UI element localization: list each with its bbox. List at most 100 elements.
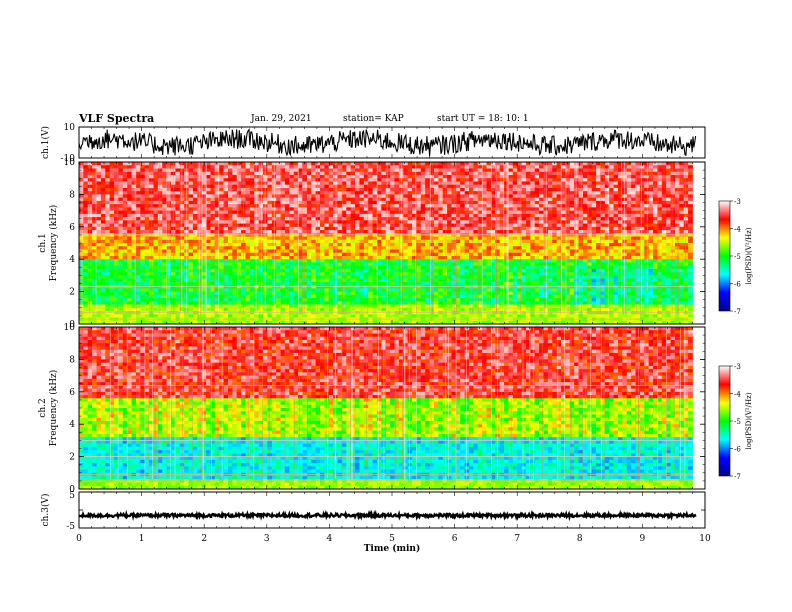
spectrogram-cell [473,191,479,195]
spectrogram-cell [87,281,93,286]
spectrogram-cell [495,281,501,286]
spectrogram-cell [263,171,268,176]
spectrogram-cell [346,307,352,312]
spectrogram-cell [276,288,281,292]
spectrogram-cell [341,301,347,305]
spectrogram-cell [376,272,382,276]
spectrogram-cell [442,213,448,218]
spectrogram-cell [188,184,194,189]
spectrogram-cell [245,314,251,318]
spectrogram-cell [333,165,338,169]
spectrogram-cell [109,262,115,267]
spectrogram-cell [390,213,395,218]
spectrogram-cell [460,320,466,325]
spectrogram-cell [495,288,501,292]
spectrogram-cell [473,314,479,318]
spectrogram-cell [140,184,146,189]
spectrogram-cell [315,265,321,270]
spectrogram-cell [79,213,84,218]
spectrogram-cell [109,162,115,166]
spectrogram-cell [469,288,474,292]
spectrogram-cell [135,236,141,241]
spectrogram-cell [407,301,413,305]
spectrogram-cell [355,278,360,283]
spectrogram-cell [302,191,308,195]
spectrogram-cell [109,191,115,195]
spectrogram-cell [499,162,505,166]
spectrogram-cell [328,204,334,208]
spectrogram-cell [433,181,439,186]
spectrogram-cell [263,320,268,325]
spectrogram-cell [192,291,198,296]
spectrogram-cell [122,178,128,182]
spectrogram-cell [293,246,299,250]
spectrogram-cell [390,210,395,215]
date-label: Jan. 29, 2021 [251,114,312,124]
spectrogram-cell [433,259,439,263]
spectrogram-cell [293,226,299,231]
spectrogram-cell [201,278,207,283]
spectrogram-cell [267,268,273,273]
spectrogram-cell [394,252,400,257]
spectrogram-cell [512,204,518,208]
spectrogram-cell [157,194,163,199]
spectrogram-cell [306,298,312,302]
spectrogram-cell [328,200,334,205]
spectrogram-cell [210,220,216,224]
spectrogram-cell [122,200,128,205]
spectrogram-cell [394,259,400,263]
spectrogram-cell [96,243,102,247]
spectrogram-cell [482,252,487,257]
spectrogram-cell [320,243,325,247]
spectrogram-cell [486,294,492,299]
spectrogram-cell [508,320,514,325]
spectrogram-cell [315,320,321,325]
spectrogram-cell [109,265,115,270]
spectrogram-cell [210,298,216,302]
spectrogram-cell [385,272,391,276]
spectrogram-cell [206,236,211,241]
spectrogram-cell [79,178,84,182]
spectrogram-cell [254,281,260,286]
spectrogram-cell [87,275,93,280]
spectrogram-cell [135,249,141,254]
spectrogram-cell [131,217,137,221]
spectrogram-cell [197,259,203,263]
spectrogram-cell [451,230,457,234]
spectrogram-cell [92,265,97,270]
spectrogram-cell [144,249,150,254]
spectrogram-cell [219,314,224,318]
spectrogram-cell [192,207,198,211]
spectrogram-cell [315,262,321,267]
spectrogram-cell [162,255,168,260]
spectrogram-cell [144,223,150,228]
spectrogram-cell [333,307,338,312]
spectrogram-cell [420,272,426,276]
spectrogram-cell [420,174,426,179]
spectrogram-cell [337,184,343,189]
spectrogram-cell [214,298,220,302]
spectrogram-cell [258,288,264,292]
spectrogram-cell [495,181,501,186]
spectrogram-cell [368,304,373,309]
spectrogram-cell [118,181,124,186]
spectrogram-cell [114,207,119,211]
spectrogram-cell [341,178,347,182]
spectrogram-cell [293,204,299,208]
spectrogram-cell [105,288,111,292]
spectrogram-cell [83,291,89,296]
spectrogram-cell [447,217,452,221]
spectrogram-cell [486,320,492,325]
spectrogram-cell [280,278,286,283]
spectrogram-cell [140,304,146,309]
spectrogram-cell [341,259,347,263]
spectrogram-cell [236,278,242,283]
spectrogram-cell [96,230,102,234]
spectrogram-cell [105,255,111,260]
spectrogram-cell [359,213,365,218]
spectrogram-cell [486,230,492,234]
spectrogram-cell [425,226,430,231]
spectrogram-cell [495,187,501,192]
spectrogram-cell [157,178,163,182]
spectrogram-cell [372,181,378,186]
